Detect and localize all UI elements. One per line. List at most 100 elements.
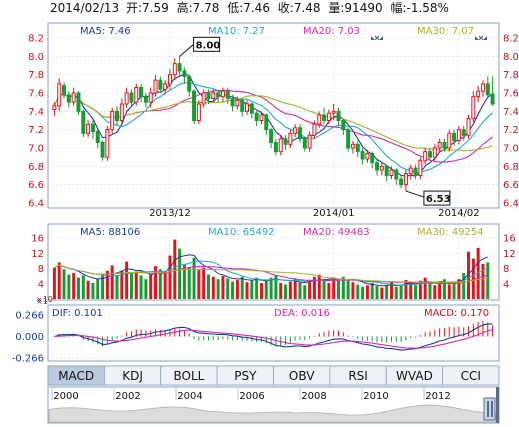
candle-down xyxy=(177,63,182,72)
candle-up xyxy=(245,103,250,112)
timeline-year-label: 2000 xyxy=(53,391,78,402)
tab-label: RSI xyxy=(348,369,368,383)
candle-down xyxy=(302,138,307,149)
candle-down xyxy=(230,98,235,107)
candle-up xyxy=(379,165,384,171)
price-axis-right: 8.2 8.0 7.8 7.6 7.4 7.2 7.0 6.8 6.6 6.4 xyxy=(503,34,519,210)
volume-bar-up xyxy=(365,285,369,299)
candle-up xyxy=(57,83,62,107)
candle-up xyxy=(105,129,110,158)
tab-rsi[interactable]: RSI xyxy=(329,365,387,386)
price-tick-label-right: 8.0 xyxy=(503,52,519,63)
volume-bar-down xyxy=(240,276,244,299)
candle-up xyxy=(307,134,312,149)
candle-down xyxy=(370,153,375,164)
candle-down xyxy=(283,138,288,145)
volume-tick-label-left: 12 xyxy=(31,249,44,260)
candle-down xyxy=(322,114,327,121)
volume-bar-down xyxy=(303,285,307,299)
price-axis-left: 8.2 8.0 7.8 7.6 7.4 7.2 7.0 6.8 6.6 6.4 xyxy=(28,34,44,210)
candle-up xyxy=(317,114,322,125)
candle-down xyxy=(485,83,490,96)
quote-date: 2014/02/13 xyxy=(50,1,119,15)
candle-up xyxy=(456,129,461,142)
candle-up xyxy=(163,83,168,90)
volume-bar-up xyxy=(57,262,61,299)
macd-tick-label: 0.000 xyxy=(15,332,44,343)
candle-up xyxy=(86,123,91,134)
candle-up xyxy=(326,112,331,121)
candle-up xyxy=(350,143,355,149)
macd-unit-label: ×1 xyxy=(36,297,48,306)
volume-bar-up xyxy=(259,282,263,299)
candle-down xyxy=(76,92,81,112)
candle-up xyxy=(119,103,124,121)
volume-bar-up xyxy=(52,267,56,299)
collapse-icon[interactable] xyxy=(370,35,384,41)
candle-up xyxy=(480,83,485,92)
macd-grid xyxy=(48,314,499,359)
candle-down xyxy=(158,79,163,90)
volume-bar-up xyxy=(235,279,239,299)
volume-bar-up xyxy=(438,282,442,299)
candle-up xyxy=(418,160,423,176)
candle-down xyxy=(452,132,457,142)
timeline-year-label: 2010 xyxy=(363,391,388,402)
volume-ma10-line xyxy=(54,260,488,286)
candle-down xyxy=(182,70,187,77)
candle-down xyxy=(187,76,192,92)
change-value: -1.58% xyxy=(406,1,448,15)
candle-down xyxy=(269,129,274,144)
price-tick-label-right: 7.4 xyxy=(503,107,519,118)
tab-kdj[interactable]: KDJ xyxy=(103,365,162,386)
tab-obv[interactable]: OBV xyxy=(273,365,331,386)
candle-up xyxy=(447,132,452,149)
tab-macd[interactable]: MACD xyxy=(47,365,105,386)
volume-axis-left: 16 12 8 4 xyxy=(31,234,44,291)
timeline-range-handle[interactable] xyxy=(483,397,496,421)
volume-bar-up xyxy=(317,274,321,299)
volume-bar-down xyxy=(274,275,278,299)
candle-down xyxy=(62,85,67,96)
open-label: 开: xyxy=(126,1,142,15)
volume-bar-up xyxy=(457,279,461,299)
volume-bar-up xyxy=(211,276,215,299)
volume-tick-label-left: 16 xyxy=(31,234,44,245)
volume-bar-down xyxy=(178,248,182,299)
tab-psy[interactable]: PSY xyxy=(216,365,274,386)
volume-bar-down xyxy=(346,279,350,299)
dea-line xyxy=(54,328,493,349)
volume-bar-up xyxy=(279,282,283,299)
collapse-icon[interactable] xyxy=(474,35,488,41)
price-ma10-label: MA10: 7.27 xyxy=(208,26,265,37)
candle-down xyxy=(384,165,389,176)
volume-bar-down xyxy=(462,273,466,299)
candle-up xyxy=(110,110,115,131)
volume-bar-up xyxy=(389,282,393,299)
candle-down xyxy=(375,162,380,171)
volume-tick-label-left: 4 xyxy=(38,279,44,290)
price-grid xyxy=(48,23,499,208)
volume-tick-label-right: 16 xyxy=(503,234,516,245)
timeline-years: 2000 2002 2004 2006 2008 2010 2012 xyxy=(51,388,451,402)
tab-cci[interactable]: CCI xyxy=(442,365,500,386)
candle-up xyxy=(476,90,481,98)
candle-up xyxy=(201,92,206,105)
volume-bar-down xyxy=(101,273,105,299)
price-tick-label-left: 6.8 xyxy=(28,162,44,173)
volume-bar-up xyxy=(471,258,475,299)
candle-up xyxy=(432,147,437,158)
low-value: 7.46 xyxy=(243,1,270,15)
tab-wvad[interactable]: WVAD xyxy=(385,365,444,386)
tab-label: PSY xyxy=(234,369,257,383)
low-price-annotation: 6.53 xyxy=(405,190,451,206)
volume-bar-down xyxy=(452,281,456,299)
quote-header: 2014/02/13 开:7.59 高:7.78 低:7.46 收:7.48 量… xyxy=(50,0,449,15)
tab-boll[interactable]: BOLL xyxy=(160,365,218,386)
candle-up xyxy=(71,92,76,103)
price-tick-label-right: 7.0 xyxy=(503,144,519,155)
candle-down xyxy=(100,142,105,158)
volume-bar-up xyxy=(409,282,413,299)
volume-bar-down xyxy=(96,278,100,299)
